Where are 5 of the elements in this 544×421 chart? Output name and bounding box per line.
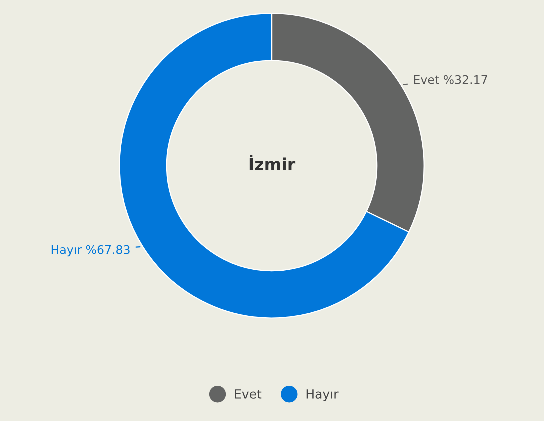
- legend-label: Evet: [235, 390, 262, 399]
- legend-label: Hayır: [306, 390, 339, 402]
- category-label: Hayır %67.83: [52, 245, 130, 257]
- text: İzmir: [250, 155, 296, 170]
- category-label: Evet %32.17: [414, 75, 488, 84]
